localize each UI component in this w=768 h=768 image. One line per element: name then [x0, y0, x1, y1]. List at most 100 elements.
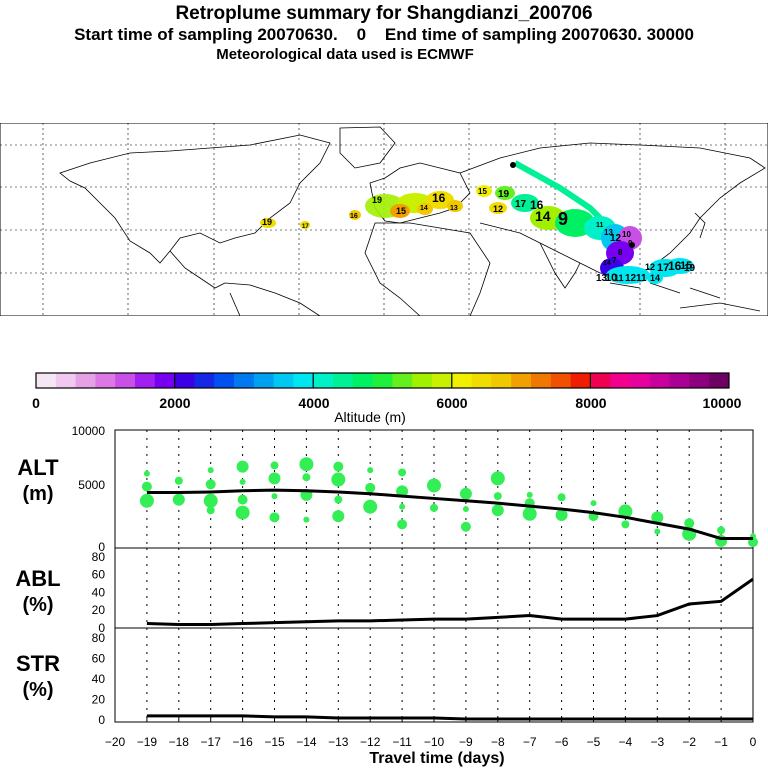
alt-ylabel: ALT — [17, 455, 59, 480]
colorbar-tick-label: 2000 — [159, 395, 190, 411]
x-tick-label: −1 — [714, 735, 728, 749]
altitude-point — [239, 478, 246, 485]
colorbar-cell — [511, 373, 532, 388]
plume-day-labels: 19 17 16 19 16 15 14 13 15 12 19 17 16 1… — [262, 187, 696, 284]
colorbar-cell — [194, 373, 215, 388]
altitude-point — [332, 510, 345, 523]
x-axis-label: Travel time (days) — [369, 750, 504, 767]
day-label: 14 — [420, 205, 428, 212]
colorbar-cell — [174, 373, 195, 388]
str-panel: STR (%) 0 20 40 60 80 — [16, 627, 754, 727]
colorbar-tick-label: 6000 — [436, 395, 467, 411]
colorbar-cell — [115, 373, 136, 388]
altitude-point — [522, 506, 537, 521]
alt-ytick: 5000 — [78, 478, 105, 492]
colorbar-cell — [451, 373, 473, 388]
day-label: 8 — [618, 248, 623, 257]
altitude-point — [684, 518, 695, 529]
x-tick-label: −3 — [650, 735, 664, 749]
x-tick-label: −8 — [491, 735, 505, 749]
altitude-point — [268, 472, 281, 485]
colorbar-cell — [649, 373, 671, 388]
y-tick-label: 80 — [92, 550, 106, 564]
altitude-point — [207, 467, 214, 474]
day-label: 12 — [645, 262, 655, 272]
day-label: 16 — [668, 259, 682, 273]
colorbar-cell — [333, 373, 354, 388]
day-label: 14 — [603, 260, 611, 267]
y-tick-label: 40 — [92, 585, 106, 599]
time-series-panels: ALT (m) 10000 5000 0 ABL (%) 0 20 40 60 80 S… — [15, 424, 758, 767]
abl-line — [146, 577, 754, 626]
colorbar-cell — [550, 373, 572, 388]
colorbar-cell — [531, 373, 552, 388]
day-label: 16 — [350, 213, 358, 220]
chart-title: Retroplume summary for Shangdianzi_20070… — [175, 3, 593, 24]
altitude-point — [269, 512, 280, 523]
day-label: 16 — [530, 198, 544, 212]
colorbar-cell — [709, 373, 730, 388]
x-tick-label: −5 — [587, 735, 601, 749]
altitude-point — [236, 460, 249, 473]
day-label: 14 — [535, 208, 551, 224]
day-label: 11 — [596, 222, 604, 229]
altitude-point — [526, 491, 533, 498]
altitude-point — [367, 467, 374, 474]
colorbar-cell — [471, 373, 492, 388]
altitude-point — [334, 495, 343, 504]
y-tick-label: 80 — [92, 631, 106, 645]
alt-ytick: 0 — [98, 540, 105, 554]
x-tick-label: −19 — [137, 735, 158, 749]
colorbar-cell — [234, 373, 255, 388]
colorbar-tick-label: 4000 — [298, 395, 329, 411]
y-tick-label: 40 — [92, 672, 106, 686]
colorbar-tick-label: 8000 — [575, 395, 606, 411]
colorbar-cell — [135, 373, 156, 388]
altitude-point — [491, 504, 504, 517]
altitude-point — [206, 506, 215, 515]
altitude-point — [399, 503, 406, 510]
colorbar-cell — [273, 373, 294, 388]
colorbar-cells — [36, 373, 730, 388]
colorbar-title: Altitude (m) — [334, 409, 406, 425]
altitude-point — [490, 471, 505, 486]
altitude-point — [621, 520, 630, 529]
alt-panel: ALT (m) 10000 5000 0 — [17, 424, 758, 554]
x-tick-label: −10 — [424, 735, 445, 749]
y-tick-label: 20 — [92, 603, 106, 617]
x-tick-label: −20 — [105, 735, 126, 749]
altitude-point — [205, 479, 216, 490]
day-label: 13 — [596, 273, 608, 284]
abl-ylabel: ABL — [15, 566, 60, 591]
day-label: 12 — [610, 233, 622, 244]
colorbar-cell — [154, 373, 176, 388]
day-label: 13 — [604, 228, 613, 237]
y-tick-label: 0 — [98, 621, 105, 635]
colorbar-cell — [689, 373, 710, 388]
x-tick-label: −9 — [459, 735, 473, 749]
colorbar-cell — [412, 373, 433, 388]
day-label: 14 — [650, 273, 660, 283]
altitude-point — [590, 500, 597, 507]
altitude-point — [430, 503, 438, 512]
altitude-point — [460, 521, 471, 532]
colorbar-cell — [253, 373, 275, 388]
altitude-point — [493, 492, 502, 501]
colorbar-cell — [570, 373, 591, 388]
altitude-point — [462, 506, 469, 513]
x-tick-label: −6 — [555, 735, 569, 749]
day-label: 9 — [558, 209, 568, 229]
altitude-point — [651, 511, 664, 524]
day-label: 10 — [622, 230, 631, 239]
day-label: 15 — [680, 260, 692, 272]
retroplume-map: 19 17 16 19 16 15 14 13 15 12 19 17 16 1… — [0, 123, 768, 316]
day-label: 11 — [614, 273, 624, 283]
colorbar-cell — [669, 373, 690, 388]
meteorology-subtitle: Meteorological data used is ECMWF — [216, 46, 474, 63]
day-label: 17 — [515, 199, 527, 210]
x-tick-label: −13 — [328, 735, 349, 749]
y-tick-label: 0 — [98, 713, 105, 727]
retroplume — [260, 160, 694, 284]
day-label: 11 — [636, 273, 647, 284]
altitude-point — [237, 494, 248, 505]
